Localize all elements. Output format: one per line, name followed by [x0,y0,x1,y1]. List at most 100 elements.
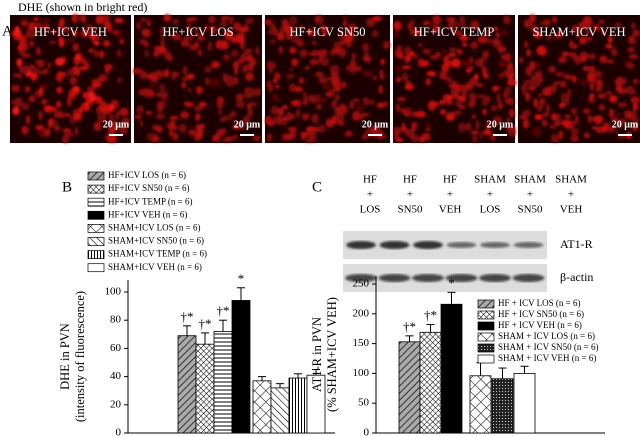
cells [132,14,262,143]
cell [47,62,52,69]
cell [356,104,363,113]
cell [603,122,609,130]
cell [274,84,280,89]
cell [28,95,36,103]
cell [216,96,225,106]
cell [394,29,400,39]
cell [352,98,360,103]
bar [195,343,215,434]
cell [451,27,458,35]
cell [482,108,487,116]
cell [616,112,621,118]
cell [518,57,524,63]
cell [134,113,143,120]
cell [594,115,604,125]
cell [571,75,577,83]
cell [153,70,164,79]
lane-label: SN50 [517,204,543,216]
cell [102,39,111,47]
blot [343,231,547,292]
significance-label: †* [199,316,212,331]
cell [362,70,373,77]
cell [495,32,501,38]
cell [450,86,460,97]
legend-label: HF+ICV LOS (n = 6) [108,170,186,180]
cell [285,116,291,122]
blot-strip [343,231,547,259]
scale-label: 20 μm [103,119,130,130]
cell [33,16,39,22]
cell [470,130,479,135]
cell [235,35,245,44]
cell [461,89,468,96]
bar [288,377,308,434]
cell [71,30,79,38]
cell [34,59,43,65]
band [345,274,377,282]
legend-swatch [477,343,495,353]
cell [304,65,311,71]
cell [362,96,369,106]
cell [579,36,587,45]
cell [573,43,578,50]
cell [74,126,79,137]
cell [168,130,174,137]
cell [596,126,607,133]
cell [79,66,89,71]
cell [493,44,499,49]
cell [38,110,43,121]
cell [307,28,313,36]
cell [30,72,38,81]
cell [545,103,551,114]
cell [289,15,298,26]
cell [163,49,171,60]
micrograph: HF+ICV SN50 20 μm [264,14,391,144]
cell [442,55,449,64]
cell [395,64,402,74]
cell [485,120,491,131]
cell [220,15,226,23]
lane-label: + [568,189,574,201]
cell [335,85,341,93]
legend-swatch [87,237,105,246]
cell [599,55,608,64]
cell [483,129,492,136]
cell [335,112,345,123]
lane-label: HF [363,174,377,186]
cell [51,29,57,35]
cell [569,107,578,113]
cell [233,21,242,32]
cell [227,34,235,42]
cell [403,46,412,55]
cell [302,131,309,137]
cell [452,110,463,115]
cell [538,93,543,98]
cell [235,93,244,101]
cell [465,122,472,131]
y-tick-label: 80 [110,314,122,326]
cell [311,49,321,57]
bar [440,303,463,434]
y-tick-label: 200 [353,307,370,319]
cell [418,136,426,143]
cell [188,16,199,22]
cell [67,92,76,100]
cell [523,79,534,86]
cell [273,116,279,122]
cell [197,49,203,57]
cell [12,29,23,39]
cell [237,57,244,65]
cell [574,115,579,122]
cell [448,47,458,53]
cell [365,17,376,27]
cell [566,88,572,98]
cell [521,88,528,96]
cell [36,46,41,56]
cell [396,96,407,102]
cell [618,118,627,125]
cell [319,57,330,66]
cell [393,126,401,136]
cell [50,120,59,129]
cell [159,26,167,35]
cell [395,102,401,113]
